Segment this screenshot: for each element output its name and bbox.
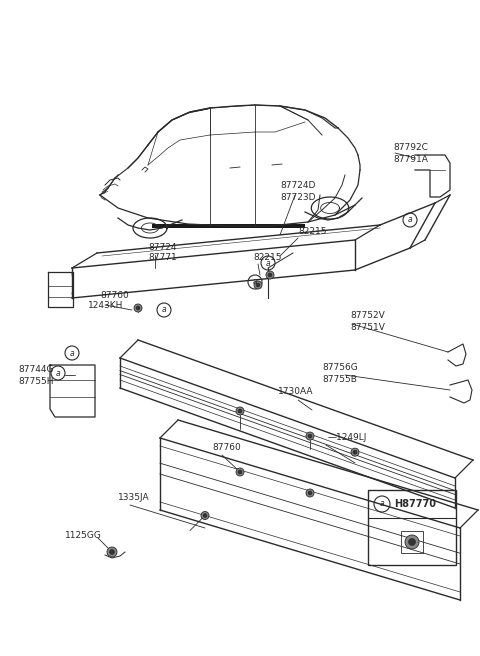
Circle shape bbox=[308, 491, 312, 495]
Text: 87756G: 87756G bbox=[322, 363, 358, 373]
Polygon shape bbox=[152, 224, 305, 228]
Text: 1335JA: 1335JA bbox=[118, 493, 150, 502]
Text: —1249LJ: —1249LJ bbox=[328, 434, 367, 443]
Circle shape bbox=[254, 281, 262, 289]
Circle shape bbox=[306, 489, 314, 497]
Circle shape bbox=[308, 434, 312, 438]
Circle shape bbox=[203, 514, 207, 518]
Circle shape bbox=[109, 550, 115, 554]
Text: a: a bbox=[162, 306, 166, 314]
Text: a: a bbox=[408, 216, 412, 224]
Circle shape bbox=[136, 306, 140, 310]
Circle shape bbox=[238, 409, 242, 413]
Text: a: a bbox=[380, 499, 384, 508]
Text: a: a bbox=[56, 369, 60, 377]
Text: 87752V: 87752V bbox=[350, 312, 385, 321]
Text: 87771: 87771 bbox=[148, 253, 177, 262]
Text: a: a bbox=[70, 348, 74, 358]
Circle shape bbox=[306, 432, 314, 440]
Text: 87744G: 87744G bbox=[18, 365, 53, 375]
Circle shape bbox=[107, 547, 117, 557]
Text: 87755B: 87755B bbox=[322, 375, 357, 384]
Text: H87770: H87770 bbox=[394, 499, 436, 509]
Circle shape bbox=[238, 470, 242, 474]
Text: 82215: 82215 bbox=[298, 228, 326, 237]
Text: 1243KH: 1243KH bbox=[88, 302, 123, 310]
Text: 82215: 82215 bbox=[253, 253, 281, 262]
Bar bbox=[401, 531, 423, 553]
Text: a: a bbox=[266, 258, 270, 268]
Text: a: a bbox=[252, 277, 257, 287]
Bar bbox=[368, 490, 456, 565]
Circle shape bbox=[268, 273, 272, 277]
Text: 87724: 87724 bbox=[148, 243, 177, 253]
Circle shape bbox=[201, 512, 209, 520]
Circle shape bbox=[134, 304, 142, 312]
Circle shape bbox=[351, 448, 359, 456]
Circle shape bbox=[266, 271, 274, 279]
Circle shape bbox=[236, 468, 244, 476]
Text: 87751V: 87751V bbox=[350, 323, 385, 331]
Circle shape bbox=[236, 407, 244, 415]
Text: 1730AA: 1730AA bbox=[278, 388, 313, 396]
Text: 87724D: 87724D bbox=[280, 182, 315, 190]
Text: 87791A: 87791A bbox=[393, 155, 428, 165]
Circle shape bbox=[353, 450, 357, 454]
Circle shape bbox=[405, 535, 419, 549]
Text: 87760: 87760 bbox=[100, 291, 129, 300]
Circle shape bbox=[408, 539, 416, 546]
Text: 87760: 87760 bbox=[212, 443, 241, 453]
Text: 1125GG: 1125GG bbox=[65, 531, 102, 539]
Circle shape bbox=[256, 283, 260, 287]
Text: 87792C: 87792C bbox=[393, 144, 428, 152]
Text: 87723D: 87723D bbox=[280, 192, 315, 201]
Text: 87755H: 87755H bbox=[18, 377, 53, 386]
